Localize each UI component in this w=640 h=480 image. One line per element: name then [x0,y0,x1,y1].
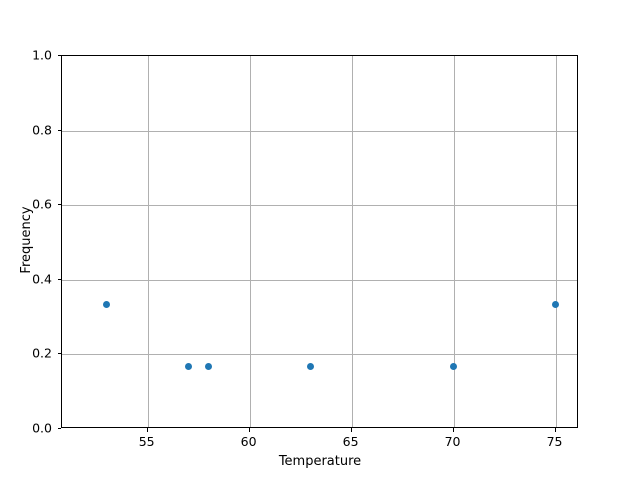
y-tick-label: 1.0 [32,47,52,63]
data-point [184,363,192,371]
x-tick-label: 55 [138,434,155,449]
y-tick-mark [57,428,61,429]
x-tick-mark [554,428,556,432]
y-tick-label: 0.8 [32,122,52,138]
x-axis-label: Temperature [278,454,362,469]
y-gridline [62,130,577,132]
x-tick-label: 65 [342,434,359,449]
y-axis-label: Frequency [19,206,34,274]
y-axis-label-wrapper: Frequency [14,0,40,480]
data-point [450,363,458,371]
x-tick-mark [146,428,148,432]
x-gridline [249,56,251,427]
x-tick-mark [248,428,250,432]
y-tick-mark [57,55,61,56]
x-gridline [555,56,557,427]
y-tick-mark [57,353,61,355]
x-tick-label: 70 [444,434,461,449]
x-gridline [453,56,455,427]
y-tick-label: 0.2 [32,345,52,361]
x-tick-label: 60 [240,434,257,449]
x-tick-mark [452,428,454,432]
data-point [307,363,315,371]
y-tick-mark [57,129,61,131]
x-gridline [351,56,353,427]
data-point [103,301,111,309]
data-point [205,363,213,371]
data-point [552,301,560,309]
y-gridline [62,354,577,356]
plot-area [61,55,578,428]
y-gridline [62,205,577,207]
y-tick-label: 0.4 [32,271,52,287]
x-gridline [147,56,149,427]
x-tick-mark [350,428,352,432]
x-tick-label: 75 [546,434,563,449]
y-tick-mark [57,204,61,206]
y-tick-label: 0.0 [32,420,52,436]
y-gridline [62,279,577,281]
y-tick-label: 0.6 [32,196,52,212]
y-tick-mark [57,278,61,280]
